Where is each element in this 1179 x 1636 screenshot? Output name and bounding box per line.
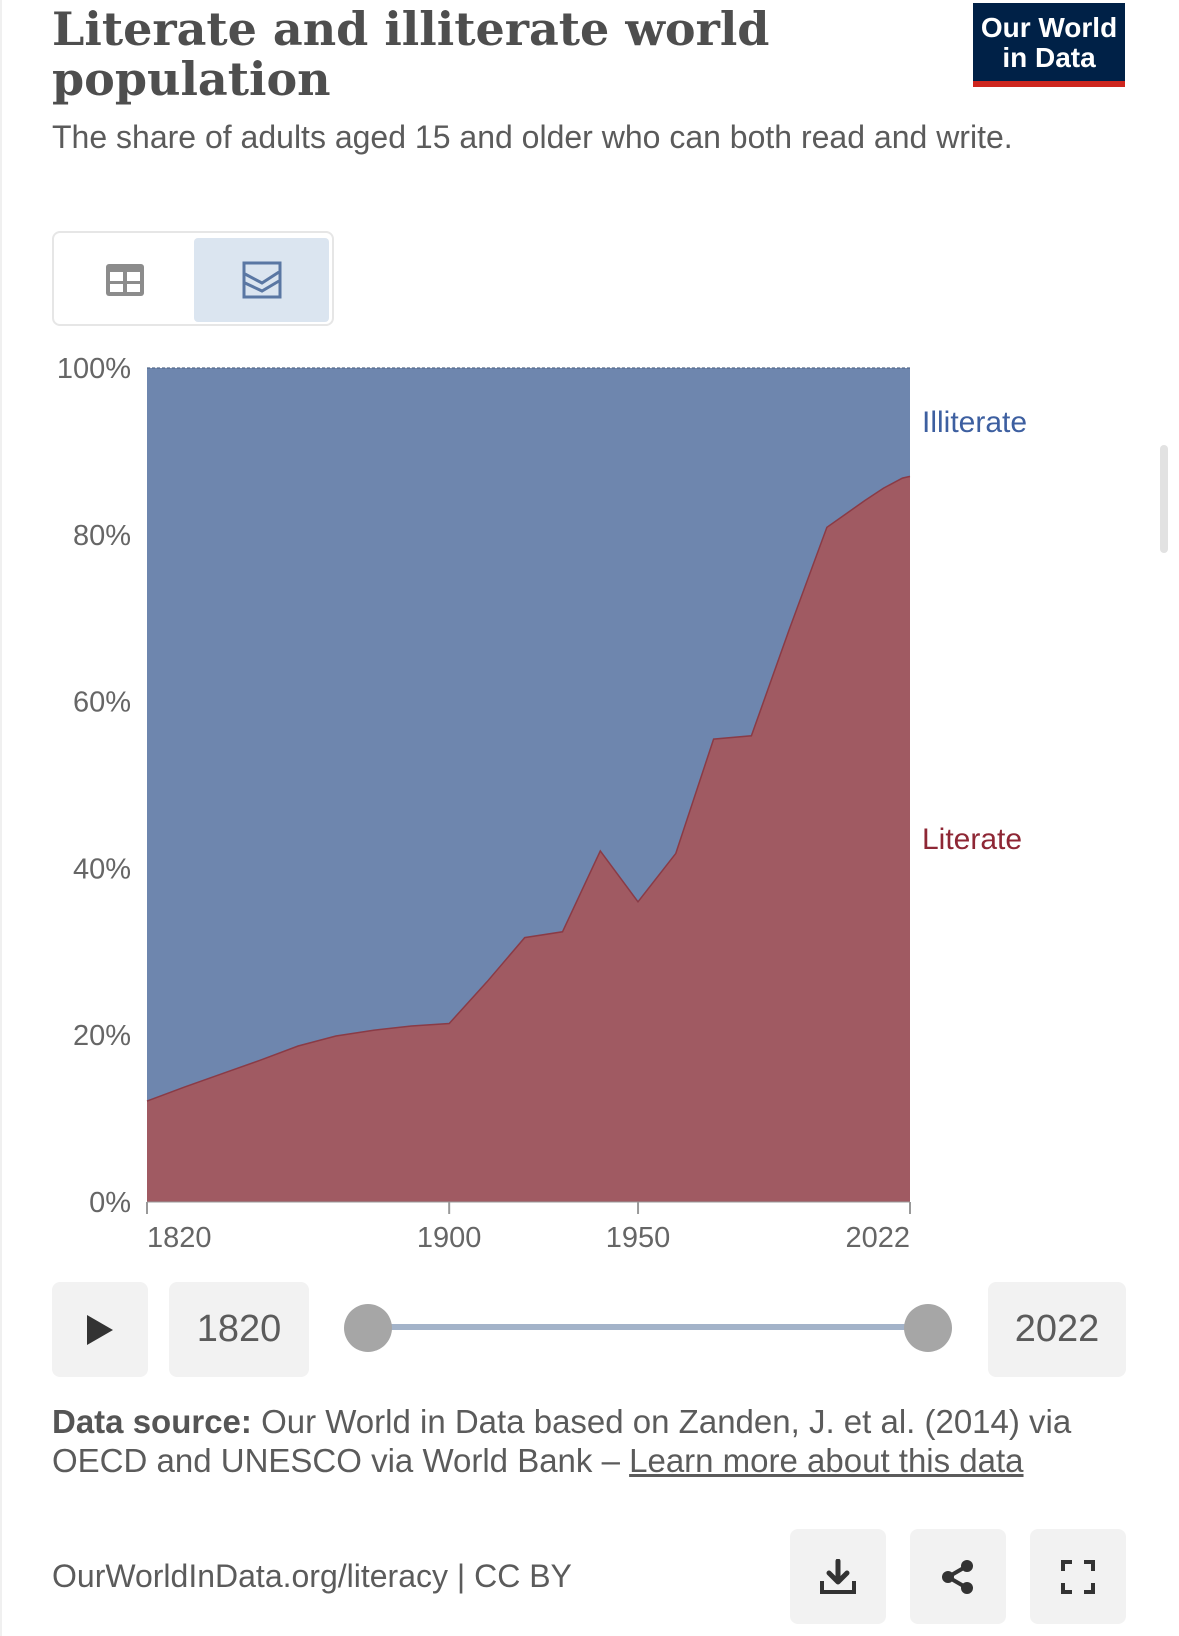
y-tick-label: 40% (73, 853, 131, 885)
chart-title: Literate and illiterate world population (52, 2, 770, 106)
series-label-illiterate: Illiterate (922, 406, 1027, 439)
share-icon (942, 1559, 973, 1594)
timeline-start-handle[interactable] (344, 1304, 392, 1352)
view-toggle (52, 231, 334, 326)
chart-view-button[interactable] (194, 238, 329, 322)
data-source: Data source: Our World in Data based on … (52, 1402, 1132, 1480)
fullscreen-icon (1061, 1559, 1095, 1594)
table-icon (105, 264, 144, 296)
source-text: Our World in Data based on Zanden, J. et… (52, 1403, 1072, 1479)
play-button[interactable] (52, 1282, 148, 1377)
share-button[interactable] (910, 1529, 1006, 1624)
y-tick-label: 60% (73, 687, 131, 719)
area-layer (146, 367, 911, 1202)
series-area-illiterate[interactable] (147, 368, 910, 1102)
footer-url[interactable]: OurWorldInData.org/literacy | CC BY (52, 1558, 572, 1594)
timeline-slider-track[interactable] (368, 1324, 928, 1330)
page-scrollbar[interactable] (1160, 445, 1168, 553)
y-tick-label: 20% (73, 1020, 131, 1052)
timeline-end-handle[interactable] (904, 1304, 952, 1352)
left-edge (0, 0, 2, 1636)
download-button[interactable] (790, 1529, 886, 1624)
logo-line-1: Our World (980, 12, 1118, 43)
owid-logo[interactable]: Our World in Data (973, 3, 1125, 87)
table-view-button[interactable] (57, 238, 192, 322)
label-layer: Illiterate Literate (922, 406, 1027, 856)
stacked-area-chart: 0% 20% 40% 60% 80% 100% 1820 1900 1950 2022 Illit… (57, 353, 1027, 1254)
axis-layer: 0% 20% 40% 60% 80% 100% 1820 1900 1950 2022 (57, 353, 911, 1254)
chart-subtitle: The share of adults aged 15 and older wh… (52, 119, 1013, 155)
x-tick-label: 1900 (417, 1222, 482, 1254)
timeline-controls: 1820 2022 (0, 1280, 1179, 1380)
end-year-button[interactable]: 2022 (988, 1282, 1126, 1377)
x-tick-label: 2022 (845, 1222, 910, 1254)
start-year-button[interactable]: 1820 (169, 1282, 309, 1377)
y-tick-label: 80% (73, 520, 131, 552)
y-tick-label: 100% (57, 353, 131, 385)
download-icon (820, 1558, 856, 1594)
x-tick-label: 1950 (606, 1222, 671, 1254)
chart-icon (242, 261, 281, 299)
y-tick-label: 0% (89, 1187, 131, 1219)
source-label: Data source: (52, 1403, 252, 1440)
fullscreen-button[interactable] (1030, 1529, 1126, 1624)
x-tick-label: 1820 (147, 1222, 212, 1254)
series-label-literate: Literate (922, 823, 1022, 856)
series-line-literate (146, 475, 911, 1102)
logo-line-2: in Data (1002, 42, 1096, 73)
learn-more-link[interactable]: Learn more about this data (629, 1442, 1024, 1479)
play-icon (87, 1314, 113, 1345)
series-area-literate[interactable] (147, 476, 910, 1202)
